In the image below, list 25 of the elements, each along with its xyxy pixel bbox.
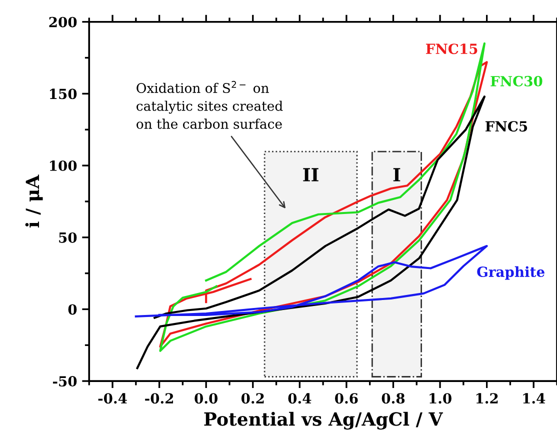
x-tick-label: 0.0 — [194, 393, 218, 404]
x-tick-label: 0.4 — [288, 393, 312, 404]
x-tick-label: 1.4 — [523, 393, 546, 404]
y-tick-label: 100 — [50, 160, 77, 172]
y-axis-title: i / μA — [25, 174, 43, 228]
series-label: FNC15 — [426, 44, 478, 54]
band-label: I — [393, 168, 400, 182]
x-axis-title: Potential vs Ag/AgCl / V — [204, 412, 443, 430]
y-tick-label: 0 — [68, 304, 77, 315]
series-label: FNC30 — [490, 76, 542, 86]
x-tick-label: 1.0 — [430, 393, 452, 404]
series-label: Graphite — [477, 266, 544, 280]
x-tick-label: -0.2 — [145, 393, 174, 404]
y-tick-label: 50 — [59, 232, 77, 243]
x-tick-label: -0.4 — [98, 393, 127, 404]
y-tick-label: -50 — [52, 376, 77, 387]
series-label: FNC5 — [485, 121, 528, 132]
band-label: II — [303, 168, 318, 182]
x-tick-label: 1.2 — [476, 393, 498, 404]
annotation: Oxidation of S$^{2−}$ on catalytic sites created on the carbon surface — [136, 80, 283, 129]
y-tick-label: 150 — [50, 88, 77, 100]
x-tick-label: 0.6 — [335, 393, 358, 404]
x-tick-label: 0.8 — [382, 393, 405, 404]
x-tick-label: 0.2 — [241, 393, 264, 404]
y-tick-label: 200 — [49, 16, 77, 28]
